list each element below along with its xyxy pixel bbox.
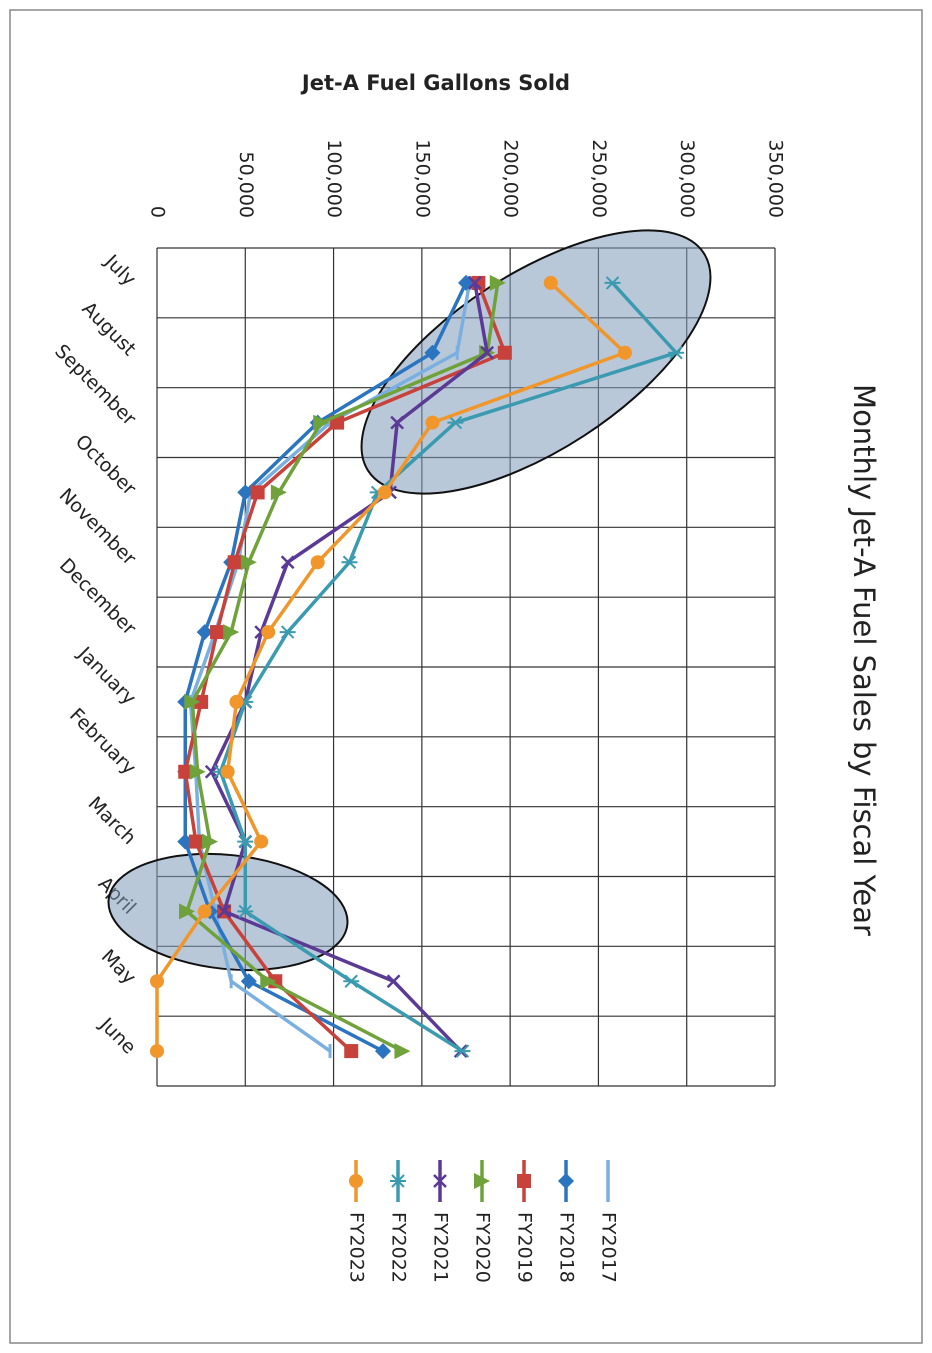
legend-label: FY2022 <box>388 1212 410 1283</box>
series-line <box>183 282 468 1053</box>
marker <box>237 834 254 849</box>
marker <box>279 625 296 639</box>
marker <box>261 625 276 640</box>
legend-item: FY2017 <box>598 1160 620 1283</box>
marker <box>454 1044 471 1058</box>
marker <box>390 1174 406 1188</box>
marker <box>394 1043 411 1060</box>
marker <box>260 973 277 990</box>
legend-item: FY2022 <box>388 1160 410 1283</box>
frame <box>9 9 923 1344</box>
legend-item: FY2018 <box>556 1160 578 1283</box>
y-tick-label: 100,000 <box>323 139 345 218</box>
y-tick-label: 50,000 <box>235 152 257 218</box>
marker <box>480 345 495 360</box>
marker <box>210 625 225 640</box>
marker <box>375 1043 392 1060</box>
marker <box>197 904 212 919</box>
marker <box>270 484 287 501</box>
marker <box>425 415 440 430</box>
legend-item: FY2020 <box>472 1160 494 1283</box>
marker <box>179 903 196 920</box>
marker <box>280 555 295 570</box>
marker <box>433 1174 447 1188</box>
marker <box>467 276 482 290</box>
series-line <box>155 281 627 1052</box>
legend-label: FY2021 <box>430 1212 452 1283</box>
y-tick-label: 200,000 <box>500 139 522 218</box>
marker <box>201 833 218 850</box>
marker <box>517 1174 531 1188</box>
marker <box>424 344 441 361</box>
marker <box>184 693 201 710</box>
marker <box>250 485 265 500</box>
marker <box>341 555 358 569</box>
marker <box>150 1044 164 1059</box>
marker <box>313 414 330 431</box>
marker <box>543 275 558 290</box>
marker <box>217 904 231 919</box>
y-tick-label: 350,000 <box>765 139 787 218</box>
marker <box>349 1174 363 1188</box>
series-line <box>185 282 500 1053</box>
legend-label: FY2020 <box>472 1212 494 1283</box>
series-line <box>218 281 678 1053</box>
marker <box>386 974 401 989</box>
legend-item: FY2023 <box>346 1160 368 1283</box>
marker <box>558 1173 574 1189</box>
y-tick-label: 250,000 <box>588 139 610 218</box>
series-layer <box>150 274 685 1060</box>
marker <box>489 274 506 291</box>
legend-item: FY2019 <box>514 1160 536 1283</box>
legend-label: FY2023 <box>346 1212 368 1283</box>
marker <box>229 694 244 709</box>
marker <box>237 904 254 919</box>
marker <box>390 415 405 430</box>
marker <box>240 973 257 990</box>
marker <box>237 484 254 501</box>
series <box>150 275 632 1059</box>
marker <box>189 763 206 780</box>
marker <box>497 345 512 360</box>
y-tick-label: 0 <box>147 206 169 218</box>
marker <box>617 345 632 360</box>
legend-item: FY2021 <box>430 1160 452 1283</box>
marker <box>474 1173 490 1189</box>
series <box>212 276 685 1058</box>
marker <box>150 974 164 989</box>
y-tick-label: 300,000 <box>676 139 698 218</box>
marker <box>377 485 392 500</box>
marker <box>447 415 464 430</box>
marker <box>668 346 685 360</box>
marker <box>178 764 193 779</box>
marker <box>254 834 269 849</box>
marker <box>223 624 240 641</box>
marker <box>196 624 213 641</box>
marker <box>240 554 257 571</box>
chart-title: Monthly Jet-A Fuel Sales by Fiscal Year <box>847 384 881 936</box>
legend-label: FY2017 <box>598 1212 620 1283</box>
marker <box>343 974 360 988</box>
axis-title: Jet-A Fuel Gallons Sold <box>300 71 570 95</box>
marker <box>604 276 621 290</box>
legend: FY2017 FY2018 FY2019 FY2020 FY2021 FY2022 FY20… <box>346 1160 620 1283</box>
marker <box>310 555 325 570</box>
y-tick-label: 150,000 <box>411 139 433 218</box>
legend-label: FY2019 <box>514 1212 536 1283</box>
marker <box>188 834 203 849</box>
legend-label: FY2018 <box>556 1212 578 1283</box>
marker <box>344 1044 359 1059</box>
series-line <box>183 282 507 1053</box>
marker <box>220 764 235 779</box>
marker <box>194 694 209 709</box>
marker <box>227 555 242 570</box>
